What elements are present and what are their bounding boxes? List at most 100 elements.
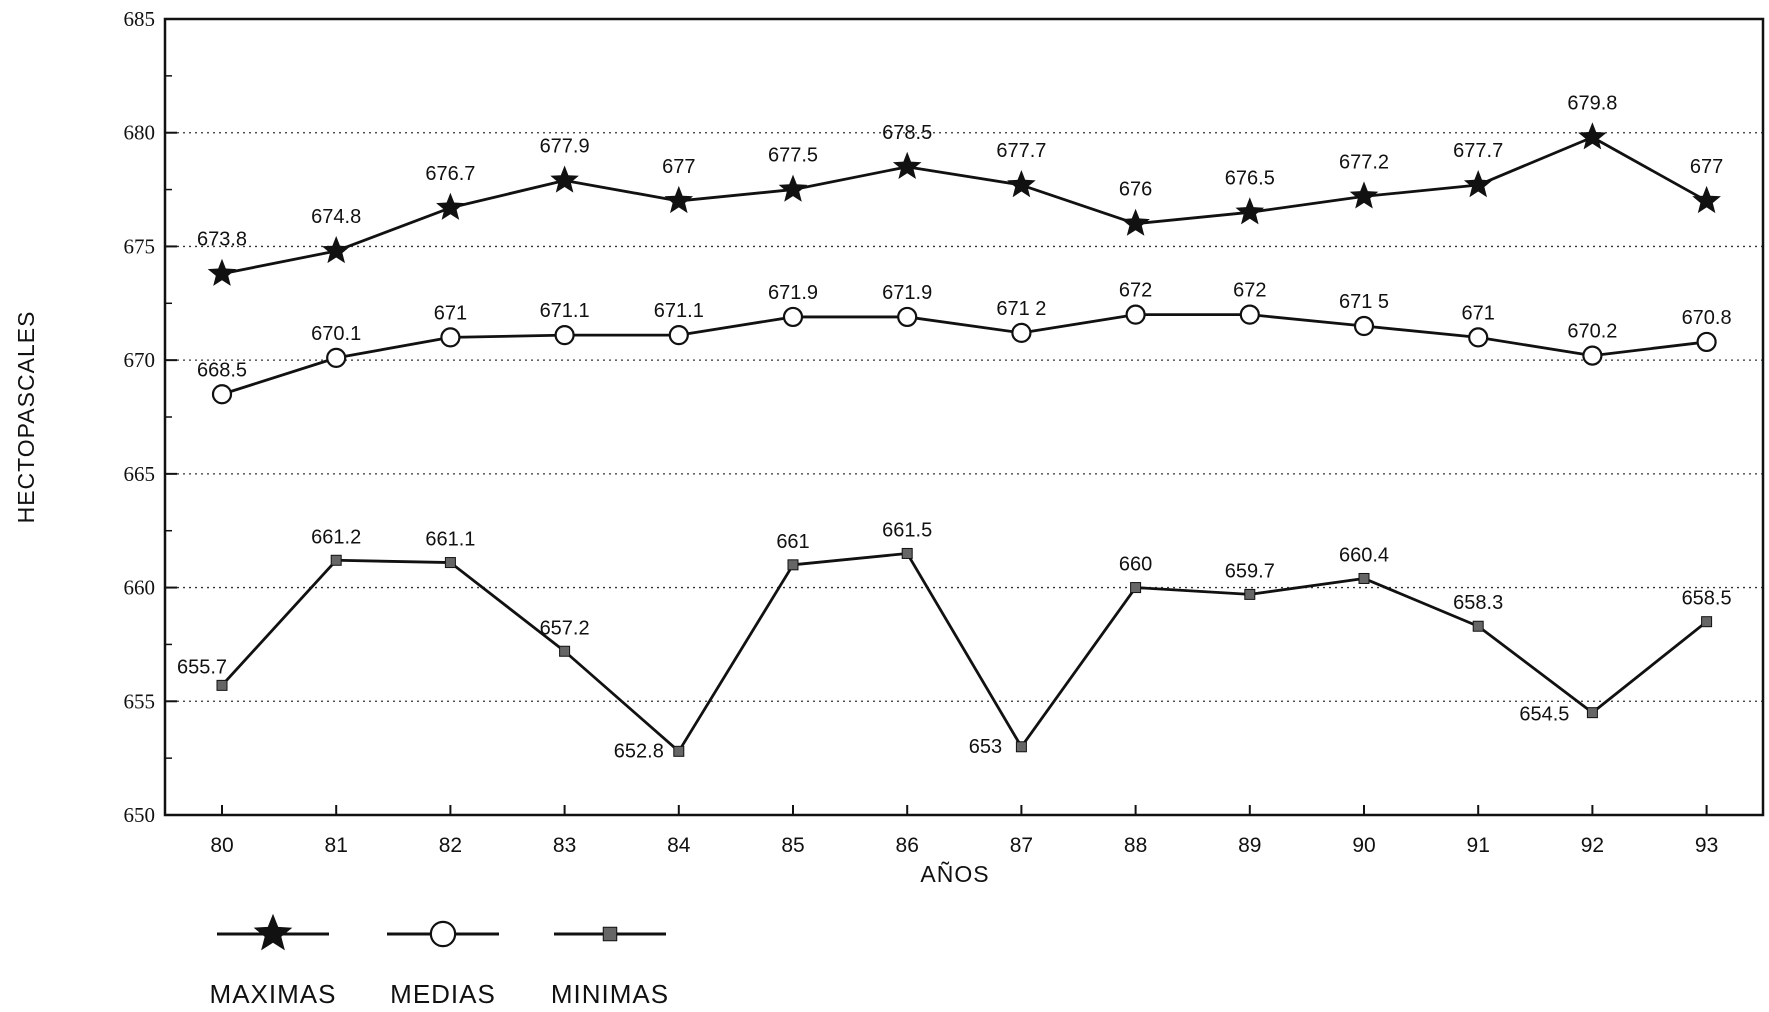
grid-lines (165, 132, 1763, 702)
data-label: 671.1 (540, 300, 590, 322)
data-label: 677.5 (768, 145, 818, 167)
plot-area-frame (163, 17, 1765, 817)
x-tick-label: 90 (1352, 834, 1375, 857)
series-group: 673.8 674.8 676.7 677.9 677 677.5 678.5 677.7 67… (177, 92, 1732, 762)
legend-item-minimas: MINIMAS (551, 926, 668, 1009)
data-label: 659.7 (1225, 560, 1275, 582)
data-label: 670.8 (1682, 307, 1732, 329)
data-point-square (602, 926, 618, 942)
data-point-circle (1353, 315, 1375, 337)
x-tick-label: 85 (781, 834, 804, 857)
data-point-star (664, 185, 694, 214)
data-label: 672 (1233, 280, 1266, 302)
x-tick-label: 80 (210, 834, 233, 857)
data-label: 661 (776, 531, 809, 553)
data-point-square (1244, 588, 1256, 600)
data-label: 654.5 (1519, 704, 1569, 726)
data-point-star (1235, 197, 1265, 225)
x-axis: 80 81 82 83 84 85 86 87 88 89 90 91 92 93 (210, 805, 1718, 857)
data-point-circle (1011, 322, 1032, 343)
data-point-square (673, 745, 685, 757)
data-point-circle (1696, 331, 1717, 353)
x-tick-label: 93 (1695, 834, 1718, 857)
data-point-square (1701, 616, 1713, 628)
data-point-circle (211, 384, 233, 405)
series-minimas: 655.7 661.2 661.1 657.2 652.8 661 661.5 653 660 6… (177, 519, 1732, 762)
data-label: 671.1 (654, 300, 704, 322)
data-point-circle (1125, 304, 1146, 325)
x-tick-label: 92 (1581, 834, 1604, 857)
data-label: 673.8 (197, 229, 247, 251)
data-point-star (1349, 181, 1379, 209)
data-label: 657.2 (540, 617, 590, 639)
data-point-star (1578, 122, 1607, 150)
data-label: 677.2 (1339, 151, 1389, 173)
legend-label: MEDIAS (390, 979, 496, 1009)
data-point-circle (554, 325, 575, 346)
x-tick-label: 87 (1010, 834, 1033, 857)
y-tick-label: 660 (124, 576, 156, 600)
data-point-circle (782, 306, 804, 328)
data-point-circle (1239, 304, 1260, 325)
data-label: 653 (969, 736, 1002, 758)
data-point-square (1586, 707, 1598, 719)
data-label: 676 (1119, 179, 1152, 201)
data-point-circle (668, 325, 689, 346)
data-label: 677 (662, 156, 695, 178)
data-label: 660.4 (1339, 544, 1389, 566)
data-point-star (207, 258, 237, 286)
data-label: 670.2 (1567, 321, 1617, 343)
data-label: 655.7 (177, 656, 227, 678)
x-tick-label: 91 (1467, 834, 1490, 857)
data-label: 652.8 (614, 740, 664, 762)
series-maximas: 673.8 674.8 676.7 677.9 677 677.5 678.5 677.7 67… (197, 92, 1723, 286)
legend-item-medias: MEDIAS (387, 920, 499, 1009)
data-point-star (1121, 208, 1150, 236)
data-point-star (1007, 170, 1036, 198)
data-point-circle (897, 306, 918, 328)
data-label: 678.5 (882, 122, 932, 144)
data-point-star (321, 236, 351, 264)
x-tick-label: 89 (1238, 834, 1261, 857)
data-label: 672 (1119, 280, 1152, 302)
data-label: 677.7 (1453, 140, 1503, 162)
data-label: 671.9 (882, 282, 932, 304)
x-tick-label: 88 (1124, 834, 1147, 857)
data-label: 671 2 (996, 298, 1046, 320)
data-label: 671.9 (768, 282, 818, 304)
data-point-circle (1582, 345, 1603, 366)
data-point-star (892, 151, 922, 179)
y-tick-label: 665 (124, 462, 156, 486)
data-label: 677 (1690, 156, 1723, 178)
data-point-star (1463, 170, 1493, 198)
y-tick-label: 650 (124, 803, 156, 827)
x-tick-label: 81 (325, 834, 348, 857)
data-point-star (778, 174, 808, 202)
series-medias: 668.5 670.1 671 671.1 671.1 671.9 671.9 671 2 67… (197, 280, 1732, 405)
data-label: 677.7 (996, 140, 1046, 162)
data-point-square (787, 559, 799, 571)
data-point-circle (1468, 327, 1489, 348)
data-label: 660 (1119, 554, 1152, 576)
data-point-square (1358, 572, 1370, 584)
data-label: 671 5 (1339, 291, 1389, 313)
data-label: 661.1 (425, 529, 475, 551)
data-point-square (1015, 741, 1027, 753)
series-line (220, 552, 1708, 753)
data-label: 658.5 (1682, 588, 1732, 610)
series-line (221, 313, 1707, 396)
data-point-square (901, 547, 913, 559)
x-tick-label: 86 (896, 834, 919, 857)
data-point-square (1472, 620, 1484, 632)
y-tick-label: 680 (124, 121, 156, 145)
data-label: 668.5 (197, 359, 247, 381)
y-axis: 650 655 660 665 670 675 680 685 (124, 7, 177, 827)
x-tick-label: 82 (439, 834, 462, 857)
data-label: 679.8 (1567, 92, 1617, 114)
legend-label: MAXIMAS (210, 979, 337, 1009)
data-label: 661.5 (882, 519, 932, 541)
series-line (221, 135, 1708, 276)
x-tick-label: 83 (553, 834, 576, 857)
data-point-circle (429, 920, 457, 948)
data-point-star (436, 192, 465, 220)
